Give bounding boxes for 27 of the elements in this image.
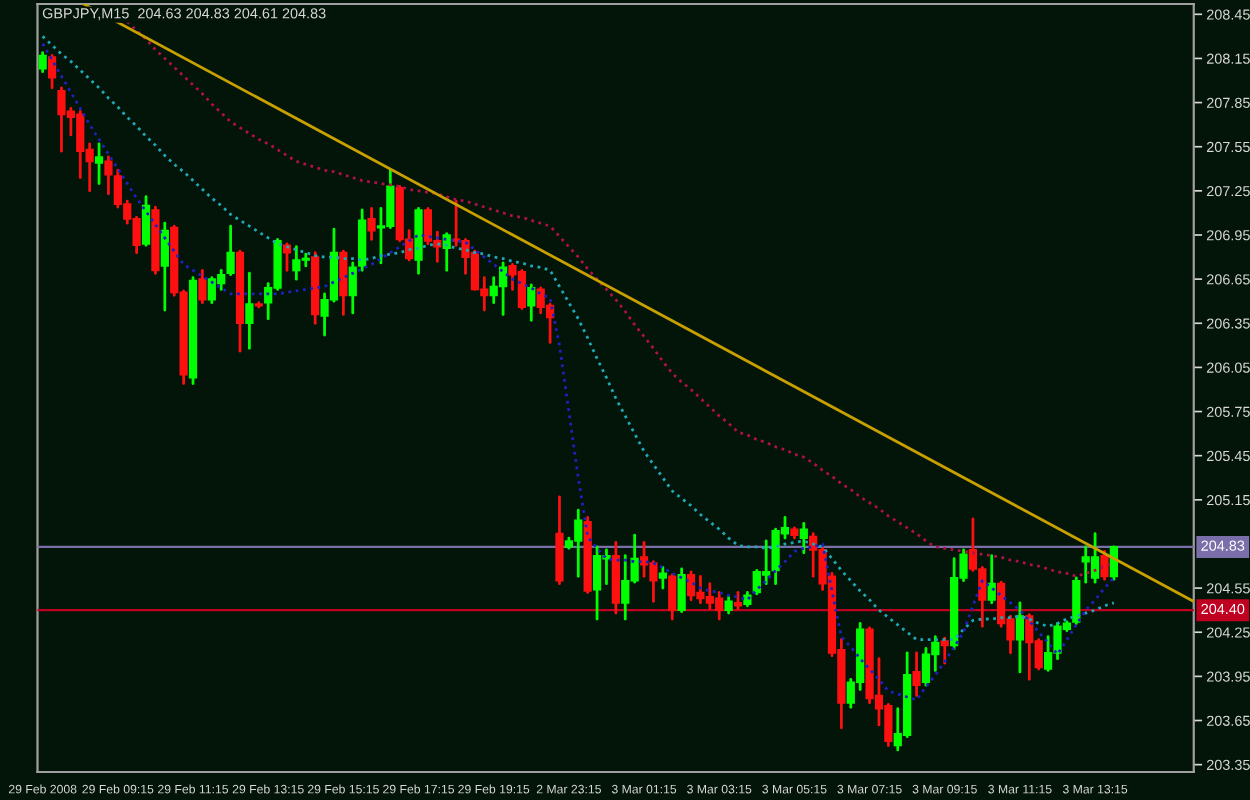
candlestick: [198, 268, 207, 305]
candlestick: [442, 232, 451, 272]
candlestick: [668, 573, 677, 621]
candlestick: [611, 541, 620, 615]
candlestick: [1090, 532, 1100, 584]
candlestick: [339, 249, 348, 316]
candlestick: [348, 261, 357, 315]
candlestick: [1100, 549, 1109, 581]
candlestick: [677, 567, 686, 614]
candlestick: [940, 636, 949, 665]
candlestick: [358, 208, 367, 272]
candlestick: [987, 554, 996, 605]
candlestick: [921, 647, 931, 687]
candlestick: [912, 651, 921, 697]
candlestick: [160, 221, 169, 312]
candlestick: [94, 142, 104, 185]
candlestick: [245, 271, 254, 350]
candlestick: [658, 566, 667, 590]
candlestick: [1015, 601, 1025, 674]
candlestick: [423, 207, 433, 246]
candlestick: [367, 207, 376, 241]
candlestick: [1072, 576, 1081, 625]
candlestick: [38, 51, 47, 74]
candlestick: [799, 521, 808, 555]
candlestick: [141, 195, 151, 247]
candlestick: [527, 283, 536, 322]
candlestick: [555, 495, 564, 586]
